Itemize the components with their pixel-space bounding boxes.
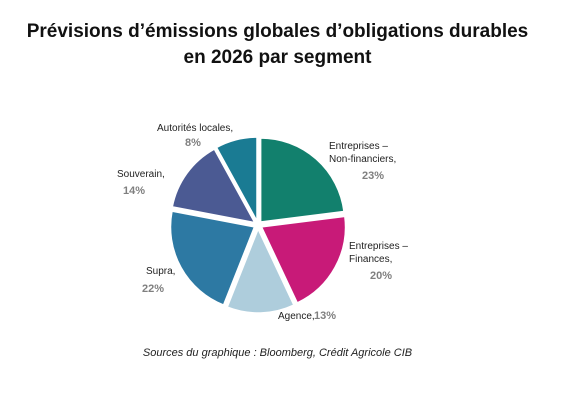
chart-source: Sources du graphique : Bloomberg, Crédit… bbox=[142, 347, 413, 359]
pie-slice-autorites-locales bbox=[215, 136, 258, 222]
slice-label-autorites-locales: Autorités locales, bbox=[157, 123, 233, 134]
slice-value-entreprises-non-financiers: 23% bbox=[362, 170, 384, 182]
slice-value-souverain: 14% bbox=[123, 185, 145, 197]
slice-label-supra: Supra, bbox=[146, 266, 175, 277]
slice-label-entreprises-finances-line-2: Finances, bbox=[349, 254, 392, 265]
slice-value-entreprises-finances: 20% bbox=[370, 270, 392, 282]
slice-label-entreprises-non-financiers-line-2: Non-financiers, bbox=[329, 154, 396, 165]
slice-value-supra: 22% bbox=[142, 283, 164, 295]
slice-label-souverain: Souverain, bbox=[117, 169, 165, 180]
chart-title-line-1: Prévisions d’émissions globales d’obliga… bbox=[26, 21, 529, 42]
pie-slice-supra bbox=[169, 210, 256, 307]
slice-label-entreprises-finances-line-1: Entreprises – bbox=[349, 241, 408, 252]
pie-slice-souverain bbox=[171, 148, 257, 224]
chart-title-line-2: en 2026 par segment bbox=[183, 47, 372, 68]
slice-value-agence: 13% bbox=[314, 310, 336, 322]
pie-slice-entreprises-finances bbox=[260, 215, 347, 304]
slice-label-entreprises-non-financiers-line-1: Entreprises – bbox=[329, 141, 388, 152]
pie-slice-agence bbox=[226, 227, 295, 314]
slice-label-agence: Agence, bbox=[278, 311, 315, 322]
slice-value-autorites-locales: 8% bbox=[185, 137, 201, 149]
pie-slice-entreprises-non-financiers bbox=[259, 137, 345, 223]
